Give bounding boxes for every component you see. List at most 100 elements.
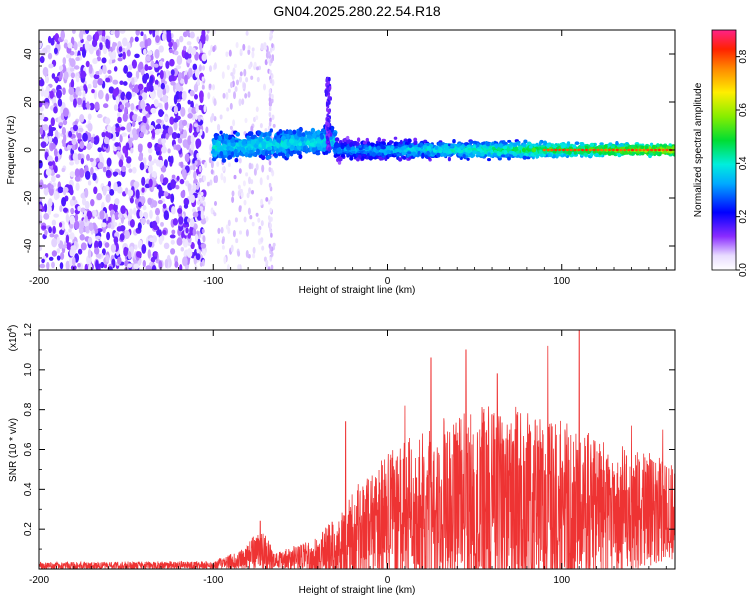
spectrogram-cell [59, 65, 64, 71]
spectrogram-cell [124, 102, 131, 108]
spectrogram-cell [60, 30, 65, 40]
spectrogram-cell [86, 153, 90, 161]
spectrogram-cell [289, 151, 294, 157]
spectrogram-cell [229, 102, 233, 110]
spectrogram-cell [108, 203, 115, 212]
spectrogram-cell [141, 176, 146, 187]
spectrogram-cell [86, 34, 93, 42]
spectrogram-cell [230, 138, 235, 144]
spectrogram-cell [316, 138, 322, 144]
spectrogram-cell [270, 58, 273, 64]
spectrogram-cell [154, 207, 161, 216]
spectrogram-cell [108, 86, 115, 94]
spectrogram-cell [492, 152, 497, 156]
spectrogram-cell [245, 30, 249, 36]
spectrogram-cell [538, 141, 542, 146]
spectrogram-cell [246, 135, 250, 140]
spectrogram-cell [69, 161, 75, 166]
spectrogram-cell [102, 64, 107, 75]
spectrogram-cell [117, 256, 122, 265]
spectrogram-cell [349, 156, 354, 161]
spectrogram-cell [219, 130, 223, 135]
spectrogram-cell [362, 153, 366, 158]
spectrogram-cell [194, 94, 198, 100]
spectrogram-cell [187, 183, 192, 192]
spectrogram-cell [137, 83, 144, 91]
spectrogram-cell [96, 192, 103, 201]
spectrogram-cell [61, 167, 66, 173]
spectrogram-cell [94, 228, 99, 234]
spectrogram-cell [245, 172, 249, 177]
spectrogram-cell [55, 174, 61, 179]
spectrogram-cell [365, 137, 370, 143]
spectrogram-cell [196, 36, 200, 43]
spectrogram-cell [130, 147, 134, 154]
spectrogram-cell [231, 196, 235, 204]
spectrogram-cell [135, 70, 140, 80]
spectrogram-cell [151, 200, 158, 208]
spectrogram-cell [230, 81, 233, 89]
spectrogram-cell [204, 161, 208, 169]
spectrogram-cell [219, 151, 224, 157]
spectrogram-cell [124, 230, 130, 239]
spectrogram-cell [178, 216, 184, 225]
spectrogram-cell [563, 153, 567, 157]
spectrogram-cell [158, 235, 163, 245]
spectrogram-cell [68, 257, 73, 267]
spectrogram-cell [526, 156, 531, 160]
spectrogram-cell [94, 101, 100, 111]
spectrogram-cell [58, 222, 63, 228]
spectrogram-cell [348, 142, 353, 147]
spectrogram-cell [268, 121, 272, 127]
spectrogram-cell [117, 57, 123, 62]
spectrogram-cell [56, 255, 61, 261]
spectrogram-cell [466, 157, 470, 161]
spectrogram-cell [163, 191, 169, 197]
spectrogram-cell [166, 30, 172, 41]
spectrogram-cell [619, 142, 624, 148]
spectrogram-cell [245, 229, 249, 237]
spectrogram-cell [75, 182, 80, 191]
spectrogram-cell [170, 179, 176, 189]
spectrogram-cell [270, 251, 274, 257]
spectrogram-cell [179, 264, 183, 270]
spectrogram-cell [162, 229, 167, 235]
spectrogram-cell [43, 203, 48, 213]
spectrogram-cell [173, 120, 178, 131]
spectrogram-cell [125, 91, 132, 101]
spectrogram-cell [143, 86, 148, 94]
spectrogram-cell [77, 153, 82, 161]
spectrogram-cell [84, 40, 90, 51]
spectrogram-cell [154, 79, 159, 86]
spectrogram-cell [213, 212, 217, 217]
spectrogram-cell [161, 138, 167, 144]
spectrogram-cell [118, 159, 124, 168]
spectrogram-cell [235, 42, 239, 49]
spectrogram-cell [43, 212, 50, 220]
spectrogram-cell [243, 216, 247, 223]
spectrogram-cell [198, 90, 204, 101]
spectrogram-cell [135, 189, 140, 199]
spectrogram-cell [62, 57, 67, 65]
spectrogram-cell [93, 186, 98, 195]
spectrogram-cell [195, 105, 199, 113]
spectrogram-cell [69, 58, 76, 68]
spectrogram-cell [142, 205, 147, 211]
spectrogram-cell [227, 88, 231, 94]
spectrogram-cell [95, 235, 102, 240]
spectrogram-cell [255, 163, 259, 171]
spectrogram-cell [443, 143, 448, 149]
spectrogram-cell [177, 137, 183, 144]
spectrogram-cell [158, 45, 164, 53]
spectrogram-cell [173, 105, 179, 115]
spectrogram-cell [251, 47, 255, 52]
spectrogram-cell [210, 44, 214, 53]
spectrogram-cell [98, 68, 103, 75]
spectrogram-cell [399, 139, 403, 145]
spectrogram-cell [325, 121, 328, 126]
spectrogram-cell [127, 250, 132, 260]
spectrogram-cell [107, 69, 112, 74]
spectrogram-cell [155, 35, 160, 44]
spectrogram-cell [170, 239, 175, 245]
spectrogram-cell [137, 116, 142, 123]
